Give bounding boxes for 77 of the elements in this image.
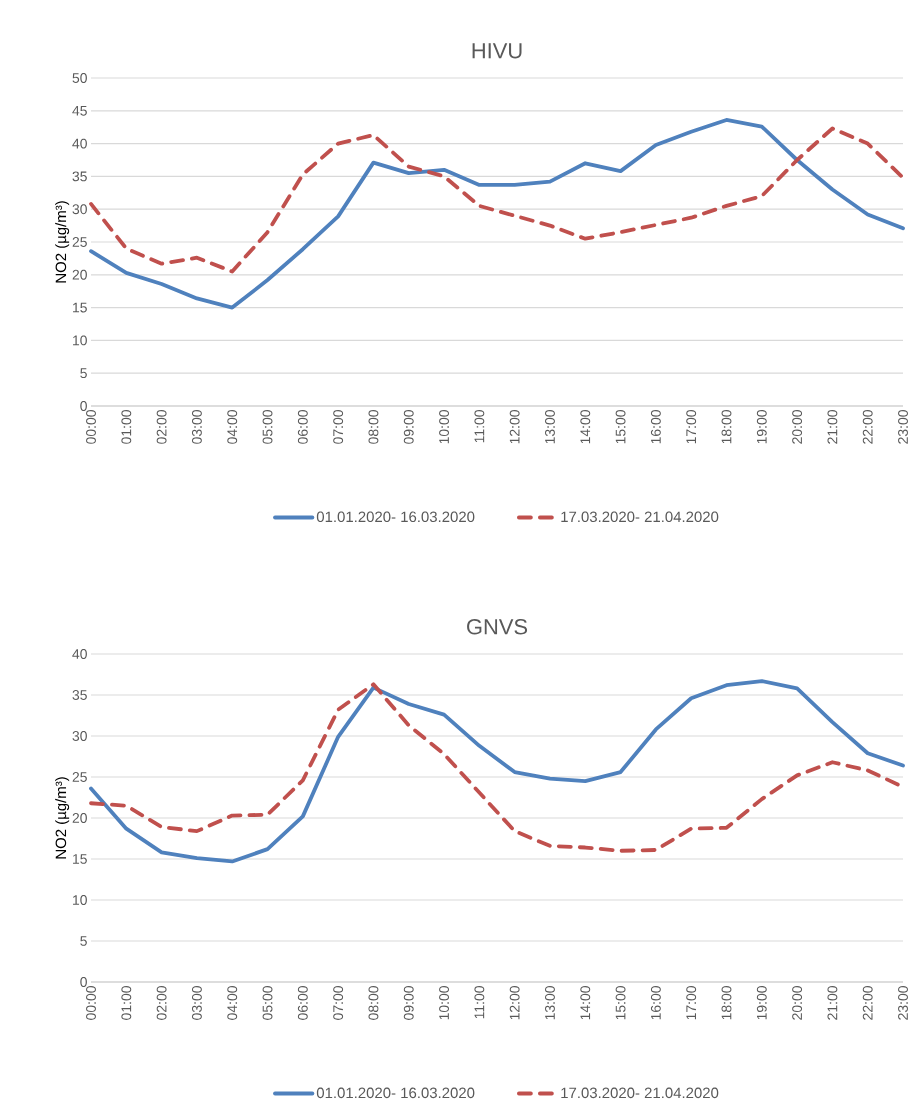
x-tick-label: 14:00 bbox=[580, 986, 591, 1020]
x-tick-label: 08:00 bbox=[368, 410, 379, 444]
y-tick-label: 5 bbox=[80, 936, 87, 946]
y-tick-label: 40 bbox=[72, 138, 87, 149]
x-tick-label: 18:00 bbox=[721, 986, 732, 1020]
x-tick-label: 23:00 bbox=[898, 410, 908, 444]
x-tick-label: 21:00 bbox=[827, 410, 838, 444]
legend-label: 17.03.2020- 21.04.2020 bbox=[561, 511, 719, 523]
x-tick-label: 17:00 bbox=[686, 410, 697, 444]
y-tick-label: 10 bbox=[73, 335, 87, 346]
x-tick-label: 16:00 bbox=[650, 410, 661, 444]
y-tick-label: 5 bbox=[80, 368, 87, 379]
y-tick-label: 0 bbox=[80, 401, 87, 411]
y-tick-label: 15 bbox=[73, 854, 87, 864]
x-tick-label: 10:00 bbox=[439, 410, 449, 444]
y-tick-label: 50 bbox=[72, 73, 87, 83]
y-tick-label: 25 bbox=[72, 772, 87, 782]
legend-label: 01.01.2020- 16.03.2020 bbox=[316, 1087, 475, 1099]
x-tick-label: 20:00 bbox=[792, 410, 803, 444]
y-tick-label: 25 bbox=[72, 237, 87, 247]
y-tick-label: 10 bbox=[73, 895, 87, 905]
x-tick-label: 15:00 bbox=[615, 986, 626, 1020]
y-axis-title: NO2 (µg/m³) bbox=[55, 201, 70, 283]
x-tick-label: 04:00 bbox=[227, 410, 238, 444]
x-tick-label: 22:00 bbox=[862, 410, 873, 444]
y-tick-label: 35 bbox=[72, 171, 87, 182]
y-tick-label: 35 bbox=[72, 690, 87, 700]
x-tick-label: 19:00 bbox=[756, 986, 767, 1020]
x-tick-label: 09:00 bbox=[403, 410, 414, 444]
x-tick-label: 02:00 bbox=[156, 986, 167, 1020]
x-tick-label: 21:00 bbox=[827, 986, 838, 1020]
y-tick-label: 30 bbox=[72, 731, 87, 741]
x-tick-label: 04:00 bbox=[227, 986, 238, 1020]
x-tick-label: 14:00 bbox=[580, 410, 591, 444]
x-tick-label: 03:00 bbox=[191, 410, 202, 444]
x-tick-label: 01:00 bbox=[121, 986, 132, 1020]
x-tick-label: 23:00 bbox=[898, 986, 908, 1020]
y-tick-label: 45 bbox=[72, 105, 87, 116]
y-axis-title: NO2 (µg/m³) bbox=[55, 777, 70, 859]
x-tick-label: 17:00 bbox=[686, 986, 697, 1020]
x-tick-label: 22:00 bbox=[862, 986, 873, 1020]
x-tick-label: 05:00 bbox=[262, 986, 273, 1020]
x-tick-label: 07:00 bbox=[333, 410, 344, 444]
x-tick-label: 12:00 bbox=[509, 986, 520, 1020]
y-tick-label: 20 bbox=[72, 269, 87, 280]
x-tick-label: 16:00 bbox=[650, 986, 661, 1020]
y-tick-label: 40 bbox=[72, 649, 87, 659]
chart-title: GNVS bbox=[467, 618, 528, 635]
x-tick-label: 00:00 bbox=[86, 410, 96, 444]
x-tick-label: 09:00 bbox=[403, 986, 414, 1020]
x-tick-label: 13:00 bbox=[545, 410, 555, 444]
x-tick-label: 13:00 bbox=[545, 986, 555, 1020]
x-tick-label: 19:00 bbox=[756, 410, 767, 444]
y-tick-label: 20 bbox=[72, 813, 87, 823]
x-tick-label: 05:00 bbox=[262, 410, 273, 444]
x-tick-label: 06:00 bbox=[297, 410, 308, 444]
line-series bbox=[89, 118, 905, 310]
x-tick-label: 12:00 bbox=[509, 410, 520, 444]
x-tick-label: 08:00 bbox=[368, 986, 379, 1020]
y-tick-label: 30 bbox=[72, 204, 87, 215]
x-tick-label: 07:00 bbox=[333, 986, 344, 1020]
legend-label: 01.01.2020- 16.03.2020 bbox=[316, 511, 475, 523]
y-tick-label: 15 bbox=[73, 302, 87, 313]
y-tick-label: 0 bbox=[80, 977, 87, 987]
x-tick-label: 01:00 bbox=[121, 410, 132, 444]
x-tick-label: 11:00 bbox=[474, 410, 485, 443]
x-tick-label: 18:00 bbox=[721, 410, 732, 444]
chart-title: HIVU bbox=[472, 43, 522, 59]
x-tick-label: 02:00 bbox=[156, 410, 167, 444]
x-tick-label: 10:00 bbox=[439, 986, 449, 1020]
legend-label: 17.03.2020- 21.04.2020 bbox=[561, 1087, 719, 1099]
x-tick-label: 20:00 bbox=[792, 986, 803, 1020]
x-tick-label: 03:00 bbox=[191, 986, 202, 1020]
x-tick-label: 00:00 bbox=[86, 986, 96, 1020]
x-tick-label: 15:00 bbox=[615, 410, 626, 444]
x-tick-label: 06:00 bbox=[297, 986, 308, 1020]
x-tick-label: 11:00 bbox=[474, 986, 485, 1019]
